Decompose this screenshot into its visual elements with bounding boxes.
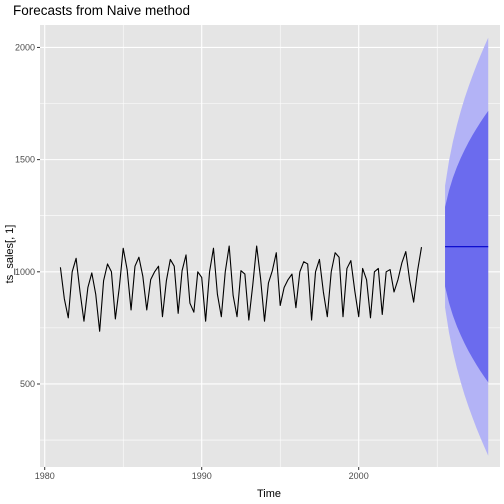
grid-minor bbox=[40, 25, 500, 467]
y-tick-label: 1000 bbox=[15, 267, 35, 277]
axis-ticks bbox=[37, 46, 360, 470]
plot-panel bbox=[40, 25, 500, 467]
y-axis-title: ts_sales[, 1] bbox=[4, 225, 16, 284]
x-tick-label: 2000 bbox=[349, 471, 369, 481]
chart-title: Forecasts from Naive method bbox=[13, 3, 190, 18]
grid-major bbox=[40, 25, 500, 467]
y-tick-label: 2000 bbox=[15, 42, 35, 52]
y-tick-label: 1500 bbox=[15, 155, 35, 165]
x-axis-title: Time bbox=[257, 488, 281, 500]
y-tick-label: 500 bbox=[20, 379, 35, 389]
x-tick-label: 1990 bbox=[192, 471, 212, 481]
tick-labels: 1980 1990 2000 500 1000 1500 2000 bbox=[15, 42, 369, 481]
series-lines bbox=[59, 245, 489, 332]
series-line bbox=[59, 245, 423, 332]
x-tick-label: 1980 bbox=[35, 471, 55, 481]
